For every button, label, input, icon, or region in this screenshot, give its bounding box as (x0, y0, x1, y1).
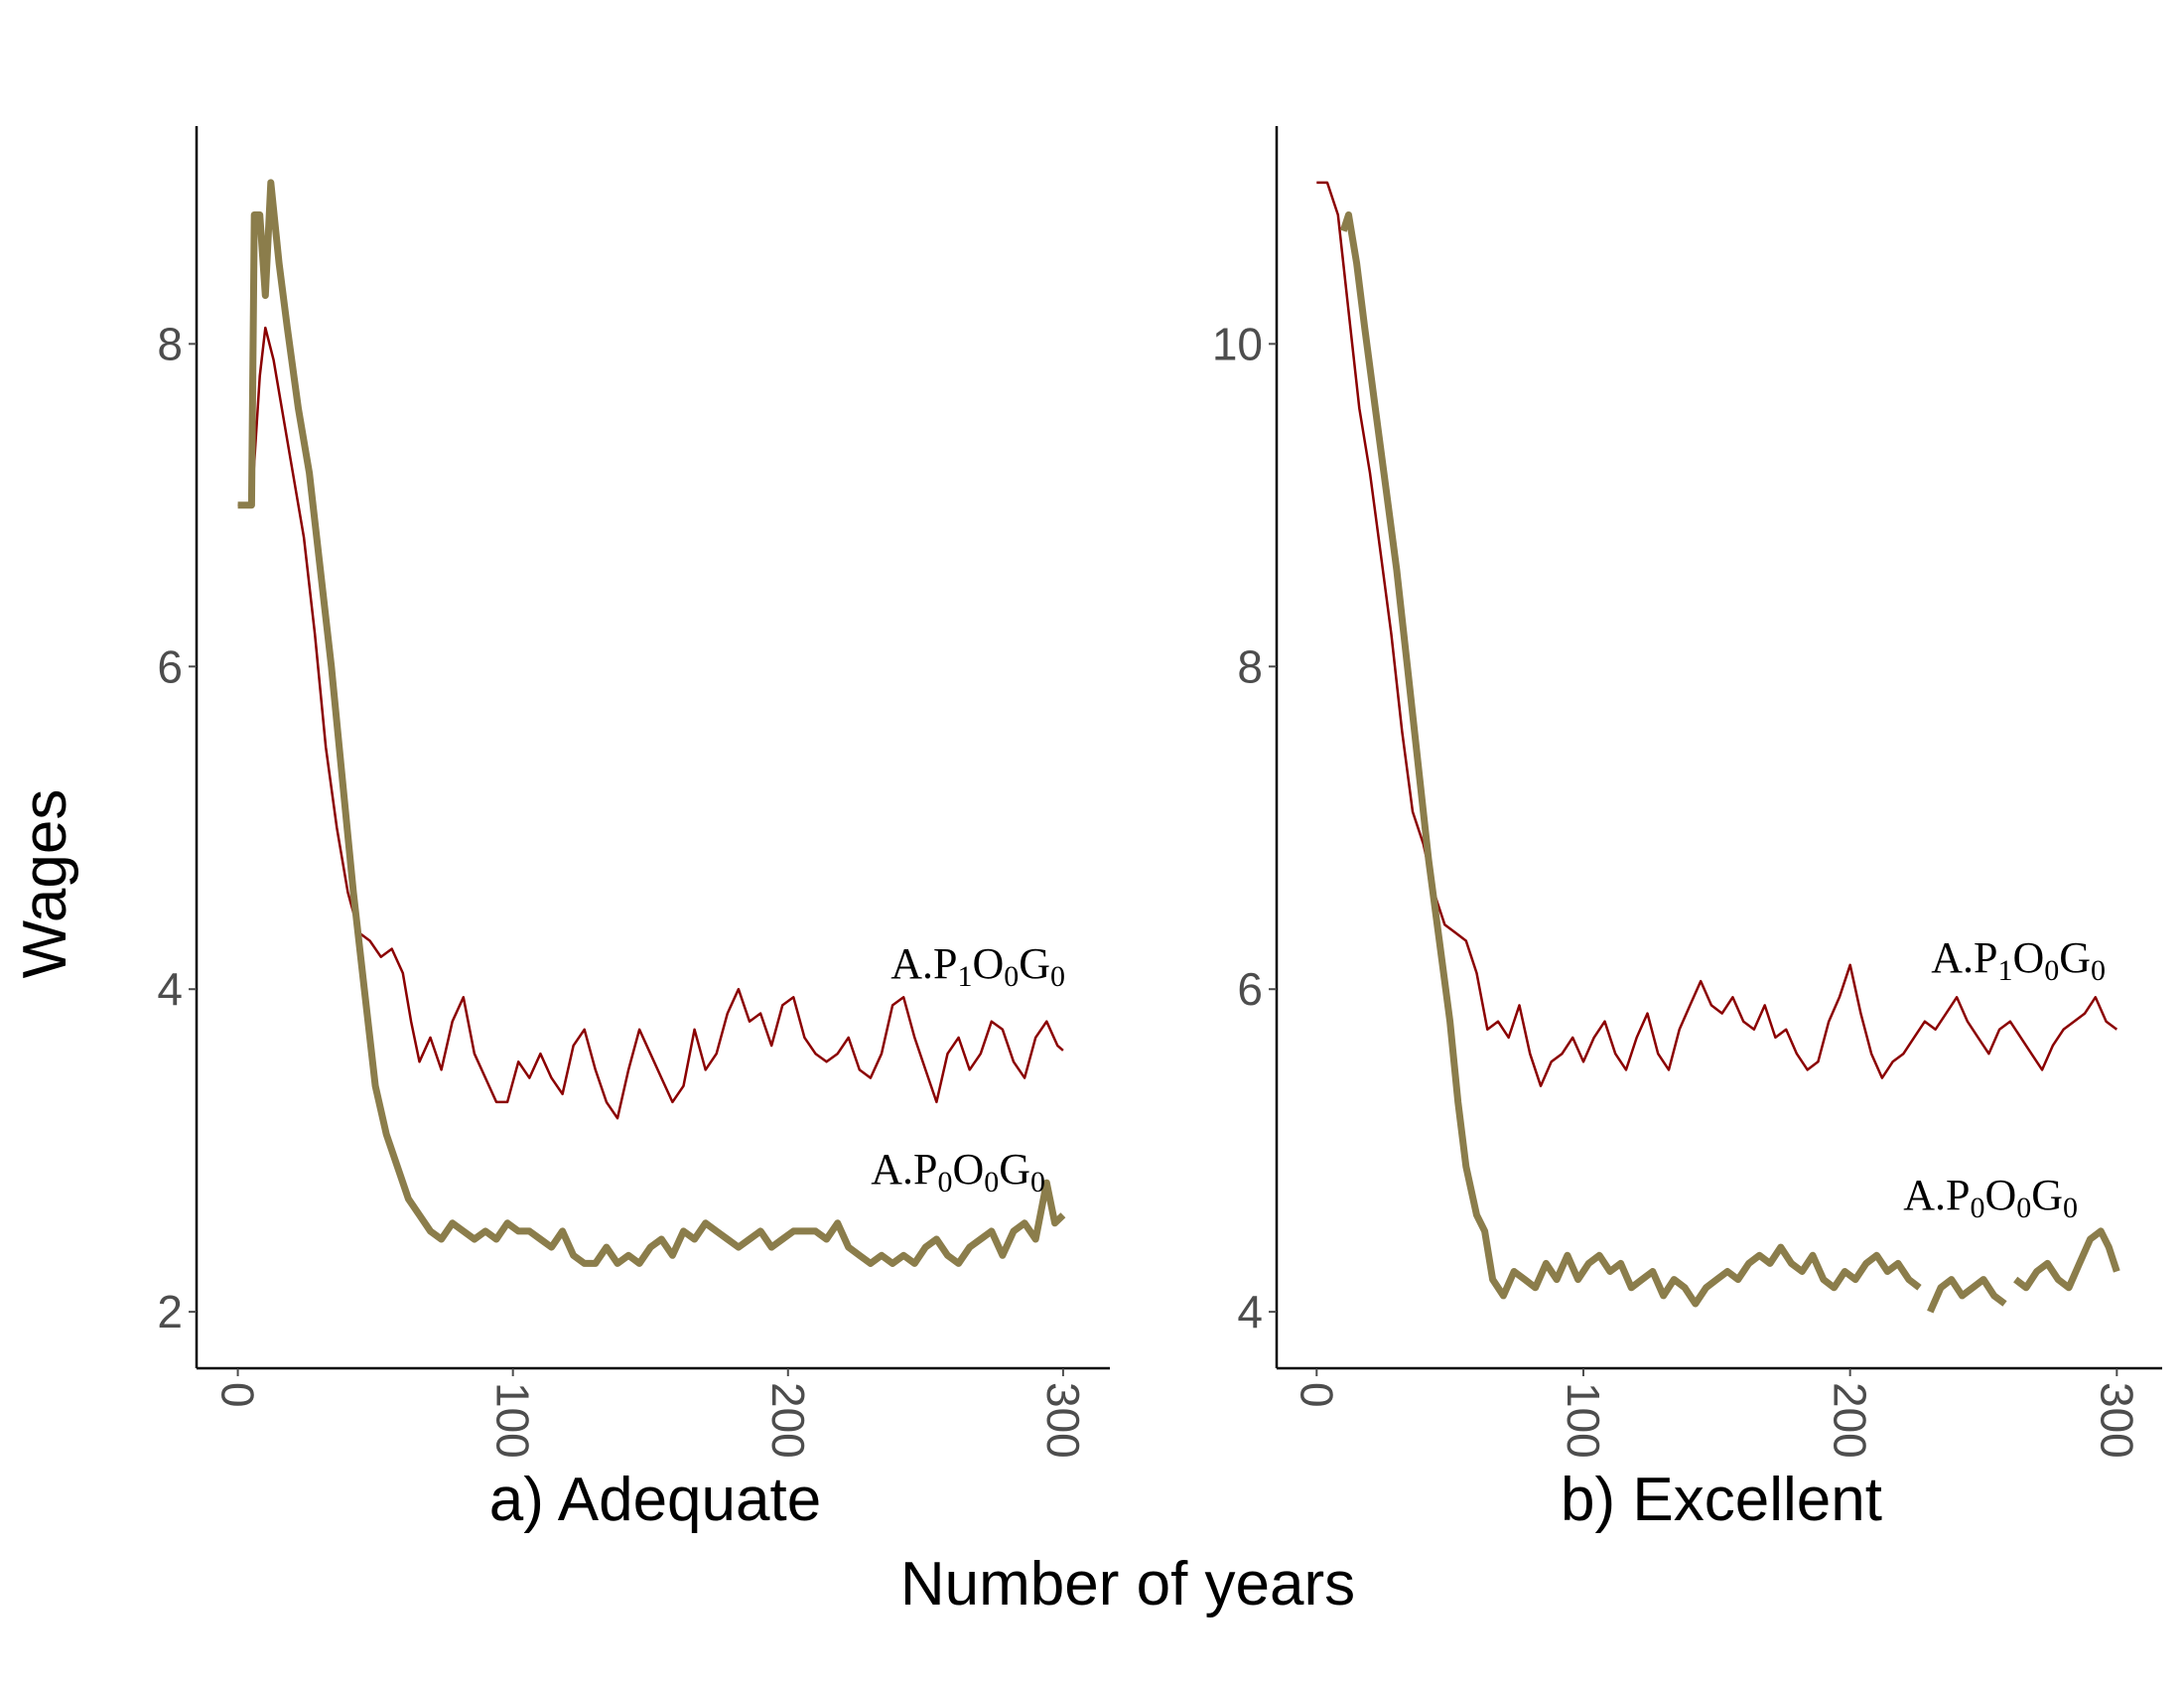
panel-adequate: 2 4 6 8 0 100 200 300 a) Adequate A.P1O0G0 A.P0O0G… (157, 126, 1110, 1534)
x-axis-title: Number of years (900, 1550, 1355, 1618)
panel-caption: a) Adequate (489, 1466, 821, 1534)
x-tick-label: 300 (1037, 1382, 1089, 1459)
x-tick-label: 100 (1558, 1382, 1609, 1459)
series-label: A.P1O0G0 (1931, 933, 2106, 987)
y-tick-label: 6 (157, 640, 183, 692)
x-tick-label: 0 (212, 1382, 264, 1408)
x-tick-label: 300 (2091, 1382, 2142, 1459)
y-tick-label: 4 (1237, 1286, 1263, 1337)
y-axis-title: Wages (11, 789, 79, 979)
y-tick-label: 8 (1237, 640, 1263, 692)
series-line-p0 (237, 179, 1066, 1267)
series-line-p1 (1316, 181, 2118, 1087)
x-tick-label: 200 (762, 1382, 814, 1459)
y-tick-label: 2 (157, 1286, 183, 1337)
series-line-p1 (237, 326, 1064, 1120)
x-tick-label: 100 (487, 1382, 539, 1459)
series-label: A.P0O0G0 (871, 1145, 1045, 1198)
series-label: A.P0O0G0 (1903, 1171, 2078, 1224)
y-tick-label: 4 (157, 963, 183, 1015)
x-tick-label: 0 (1291, 1382, 1342, 1408)
x-tick-label: 200 (1825, 1382, 1876, 1459)
y-tick-label: 8 (157, 318, 183, 369)
series-line-p0-segment (2013, 1227, 2120, 1292)
y-tick-label: 6 (1237, 963, 1263, 1015)
panel-caption: b) Excellent (1561, 1466, 1882, 1534)
series-line-p0-segment (1927, 1276, 2007, 1314)
series-line-p0 (1339, 211, 1922, 1308)
y-tick-label: 10 (1212, 318, 1263, 369)
series-label: A.P1O0G0 (890, 939, 1065, 993)
